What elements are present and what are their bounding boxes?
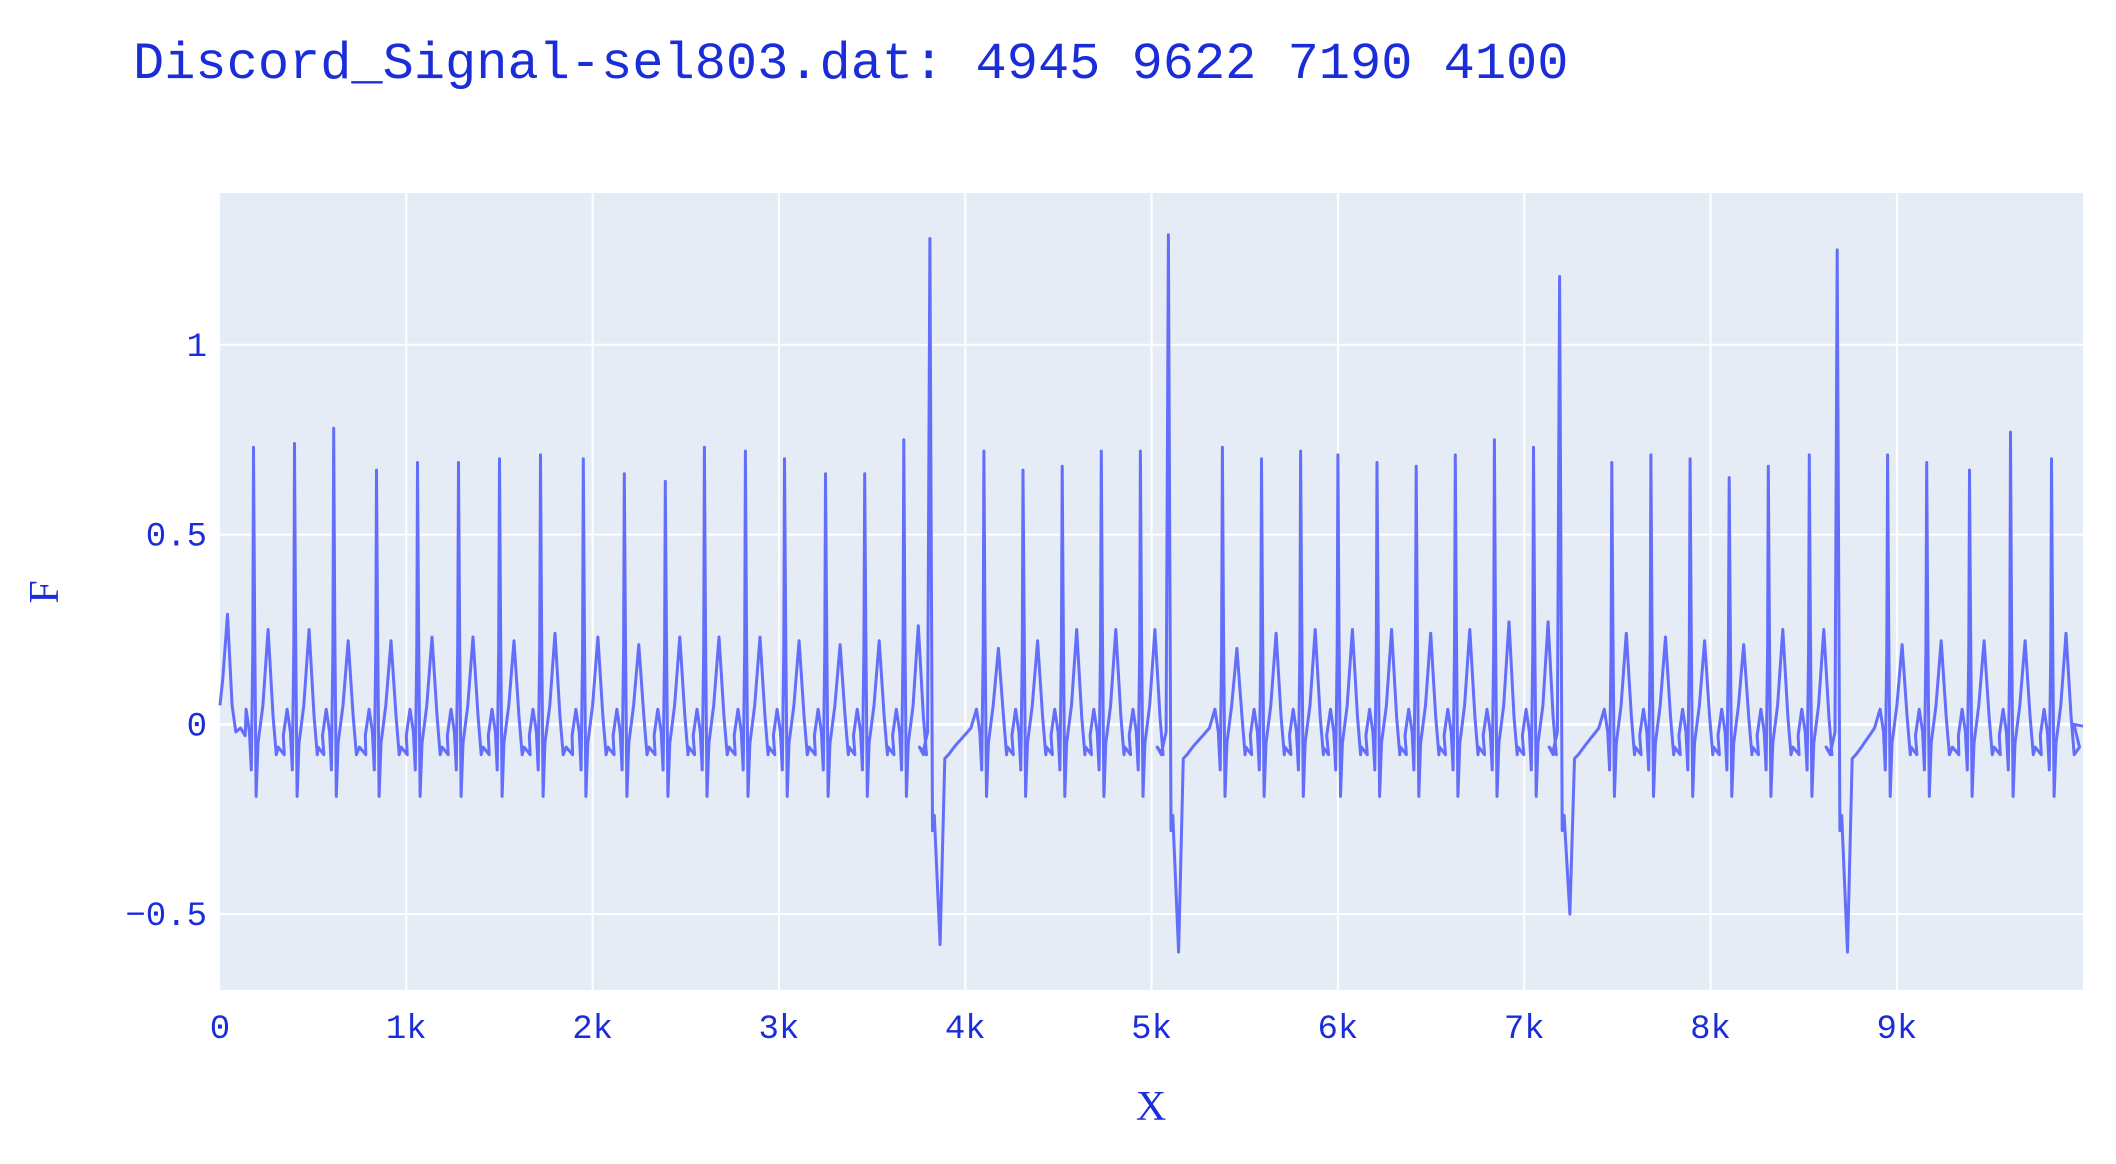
y-tick-label: 1: [187, 329, 207, 367]
x-tick-label: 1k: [386, 1011, 427, 1049]
y-tick-labels: −0.5 0 0.5 1: [125, 329, 207, 936]
y-axis-title: F: [22, 580, 68, 603]
x-tick-label: 5k: [1131, 1011, 1172, 1049]
x-axis-title: X: [1136, 1084, 1166, 1130]
signal-line: [218, 233, 2084, 954]
y-tick-label: −0.5: [125, 898, 207, 936]
x-tick-label: 6k: [1318, 1011, 1359, 1049]
y-tick-label: 0: [187, 708, 207, 746]
x-tick-labels: 0 1k 2k 3k 4k 5k 6k 7k 8k 9k: [210, 1011, 1917, 1049]
x-tick-label: 3k: [759, 1011, 800, 1049]
x-tick-label: 0: [210, 1011, 230, 1049]
x-tick-label: 7k: [1504, 1011, 1545, 1049]
chart-title: Discord_Signal-sel803.dat: 4945 9622 719…: [133, 35, 1568, 94]
series-layer: [218, 233, 2084, 954]
x-tick-label: 8k: [1690, 1011, 1731, 1049]
x-tick-label: 2k: [572, 1011, 613, 1049]
x-tick-label: 4k: [945, 1011, 986, 1049]
x-tick-label: 9k: [1876, 1011, 1917, 1049]
y-tick-label: 0.5: [146, 519, 207, 557]
